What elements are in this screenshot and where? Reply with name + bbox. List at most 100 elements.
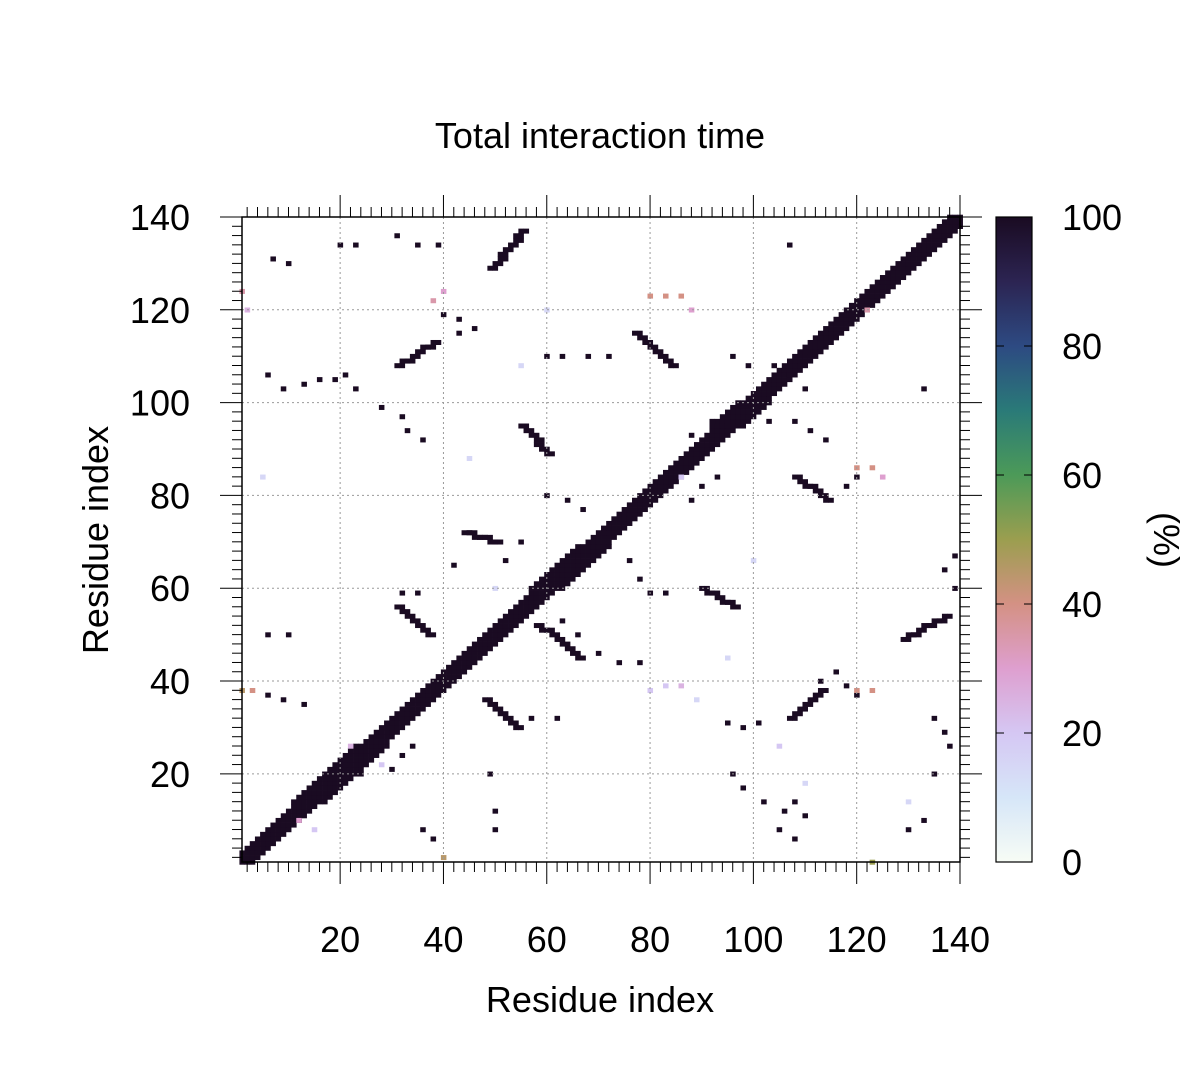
diagonal-cell [446,683,452,689]
diagonal-cell [564,571,571,578]
diagonal-cell [936,233,943,239]
contact-dot [404,428,411,434]
contact-segment-cell [817,688,824,694]
diagonal-cell [931,228,938,234]
diagonal-cell [724,432,731,438]
diagonal-cell [714,437,721,443]
diagonal-cell [368,734,375,740]
weak-contact-dot [440,288,447,294]
diagonal-cell [539,585,545,591]
y-tick-label: 40 [150,661,190,702]
contact-segment-cell [533,437,540,443]
contact-dot [952,585,958,591]
contact-segment-cell [580,655,586,661]
diagonal-cell [719,437,726,443]
diagonal-cell [430,697,437,703]
diagonal-cell [657,488,664,494]
diagonal-cell [466,646,473,652]
contact-segment-cell [430,344,437,350]
diagonal-cell [260,831,266,837]
diagonal-cell [575,548,581,554]
contact-dot [265,372,271,378]
contact-dot [740,725,747,731]
diagonal-cell [693,451,700,457]
contact-segment-cell [632,330,638,336]
diagonal-cell [430,692,437,698]
diagonal-cell [275,827,282,833]
diagonal-cell [854,302,860,308]
diagonal-cell [885,288,891,294]
diagonal-cell [528,609,535,615]
diagonal-cell [874,298,881,304]
diagonal-cell [384,739,390,745]
diagonal-cell [926,251,932,257]
diagonal-cell [533,581,540,587]
diagonal-cell [306,785,313,791]
weak-contact-dot [750,558,757,564]
diagonal-cell [719,432,726,438]
contact-dot [280,386,287,392]
weak-contact-dot [905,799,912,805]
diagonal-cell [947,228,953,234]
diagonal-cell [797,353,803,359]
diagonal-cell [895,265,901,271]
diagonal-cell [657,479,664,485]
diagonal-cell [477,655,483,661]
diagonal-cell [471,655,478,661]
diagonal-cell [347,771,354,777]
weak-contact-dot [430,298,437,304]
contact-segment-cell [430,632,437,638]
diagonal-cell [461,669,468,675]
contact-dot [781,808,788,814]
contact-segment-cell [786,715,793,721]
diagonal-cell [471,646,478,652]
diagonal-cell [435,674,442,680]
diagonal-cell [477,641,483,647]
diagonal-cell [854,298,860,304]
diagonal-cell [363,743,369,749]
diagonal-cell [471,641,478,647]
diagonal-cell [322,799,328,805]
diagonal-cell [740,418,747,424]
contact-dot [342,372,349,378]
diagonal-cell [528,595,535,601]
contact-dot [688,432,695,438]
diagonal-cell [353,771,359,777]
diagonal-cell [869,293,876,299]
diagonal-cell [275,831,282,837]
diagonal-cell [384,729,390,735]
diagonal-cell [332,790,338,796]
diagonal-cell [440,669,447,675]
diagonal-cell [394,715,400,721]
diagonal-cell [637,511,643,517]
diagonal-cell [363,757,369,763]
contact-segment-cell [823,497,829,503]
diagonal-cell [632,516,638,522]
diagonal-cell [652,479,659,485]
diagonal-cell [843,326,850,332]
diagonal-cell [575,571,581,578]
contact-segment-cell [518,233,524,239]
diagonal-cell [322,776,328,782]
contact-segment-cell [812,697,819,703]
contact-dot [905,827,912,833]
contact-segment-cell [539,437,545,443]
diagonal-cell [358,748,364,754]
diagonal-cell [895,279,901,285]
diagonal-cell [590,548,597,554]
diagonal-cell [306,790,313,796]
diagonal-cell [353,766,359,772]
contact-segment-cell [399,609,406,615]
diagonal-cell [657,483,664,489]
diagonal-cell [482,646,488,652]
contact-dot [786,372,793,378]
diagonal-cell [492,623,499,629]
diagonal-cell [730,409,736,415]
diagonal-cell [823,326,829,332]
contact-dot [807,428,814,434]
contact-segment-cell [533,442,540,448]
diagonal-cell [652,497,659,503]
diagonal-cell [301,799,307,805]
weak-contact-dot [854,688,860,694]
diagonal-cell [632,511,638,517]
